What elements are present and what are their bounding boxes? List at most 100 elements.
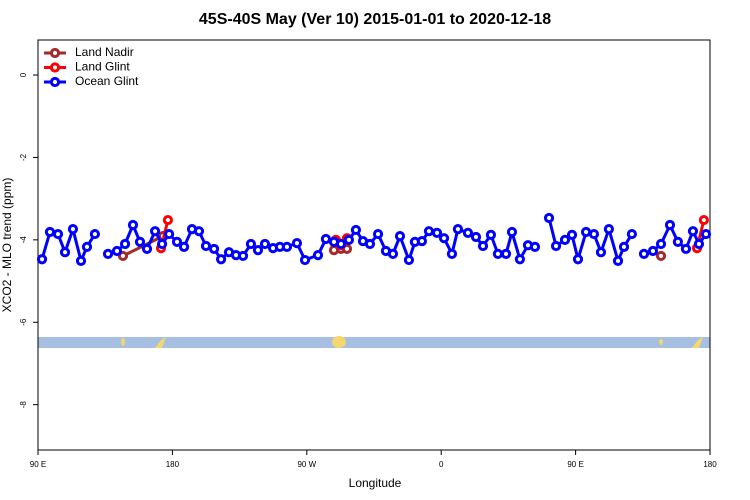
land-patch [155, 337, 166, 348]
point [67, 224, 79, 235]
point [680, 243, 692, 255]
point [485, 229, 497, 241]
point [477, 240, 489, 252]
plot-frame [37, 39, 711, 451]
x-tick-label: 180 [703, 460, 717, 469]
point [141, 243, 153, 255]
x-tick-label: 90 W [297, 460, 316, 469]
chart-title: 45S-40S May (Ver 10) 2015-01-01 to 2020-… [199, 11, 551, 28]
point [543, 212, 555, 224]
y-tick-label: -4 [19, 236, 28, 244]
land-patch [332, 336, 346, 348]
point [119, 238, 131, 250]
point [572, 254, 584, 265]
land-patch [121, 338, 125, 346]
legend-marker [49, 47, 61, 59]
point [259, 238, 271, 250]
point [387, 248, 399, 259]
legend-label: Ocean Glint [75, 74, 139, 88]
legend-label: Land Nadir [75, 45, 134, 59]
point [566, 229, 578, 241]
point [470, 231, 482, 243]
land-patch [692, 337, 703, 348]
point [700, 228, 712, 240]
point [423, 226, 435, 237]
point [59, 247, 71, 258]
point [291, 238, 303, 249]
point [208, 243, 220, 255]
point [529, 241, 541, 252]
point [36, 254, 48, 265]
point [134, 236, 146, 248]
point [500, 248, 512, 259]
point [514, 254, 525, 265]
y-tick-label: -6 [19, 318, 28, 326]
point [492, 248, 504, 259]
point [245, 238, 257, 250]
point [193, 226, 205, 237]
point [698, 214, 709, 226]
x-tick-label: 90 E [30, 460, 46, 469]
point [102, 248, 114, 259]
y-axis-label: XCO2 - MLO trend (ppm) [0, 178, 14, 313]
point [693, 238, 705, 250]
point [403, 254, 415, 266]
legend-label: Land Glint [75, 60, 130, 74]
point [81, 241, 93, 252]
point [372, 228, 384, 240]
point [655, 250, 667, 262]
point [431, 227, 443, 238]
x-axis-label: Longitude [349, 476, 402, 490]
y-tick-label: 0 [19, 72, 28, 77]
point [506, 226, 518, 238]
point [603, 224, 615, 235]
point [117, 250, 129, 262]
point [446, 248, 458, 259]
x-tick-label: 0 [439, 460, 444, 469]
point [281, 241, 293, 252]
point [438, 233, 450, 244]
x-tick-label: 180 [166, 460, 180, 469]
point [127, 219, 139, 231]
y-tick-label: -2 [19, 153, 28, 161]
point [171, 236, 183, 248]
point [580, 226, 592, 238]
point [588, 228, 600, 240]
point [75, 255, 87, 266]
point [44, 226, 56, 238]
point [638, 248, 650, 259]
point [335, 238, 347, 250]
point [672, 236, 683, 248]
point [647, 245, 659, 257]
point [618, 241, 630, 252]
point [89, 228, 100, 240]
point [664, 219, 676, 231]
legend-marker [49, 76, 61, 88]
point [595, 247, 607, 258]
point [550, 240, 562, 252]
legend-marker [49, 62, 61, 73]
point [394, 231, 406, 242]
point [111, 245, 123, 257]
point [215, 254, 227, 265]
point [452, 224, 464, 235]
land-patch [659, 339, 663, 345]
point [237, 250, 249, 262]
x-tick-label: 90 E [567, 460, 583, 469]
point [350, 224, 362, 236]
point [156, 238, 168, 250]
point [178, 241, 190, 252]
point [612, 255, 624, 266]
point [343, 234, 355, 245]
point [416, 235, 428, 247]
point [655, 238, 667, 250]
point [364, 238, 376, 250]
surface-strip [38, 336, 710, 348]
point [162, 214, 174, 226]
point [149, 226, 161, 237]
point [52, 228, 64, 240]
point [299, 254, 311, 266]
point [687, 226, 699, 237]
point [626, 228, 637, 240]
